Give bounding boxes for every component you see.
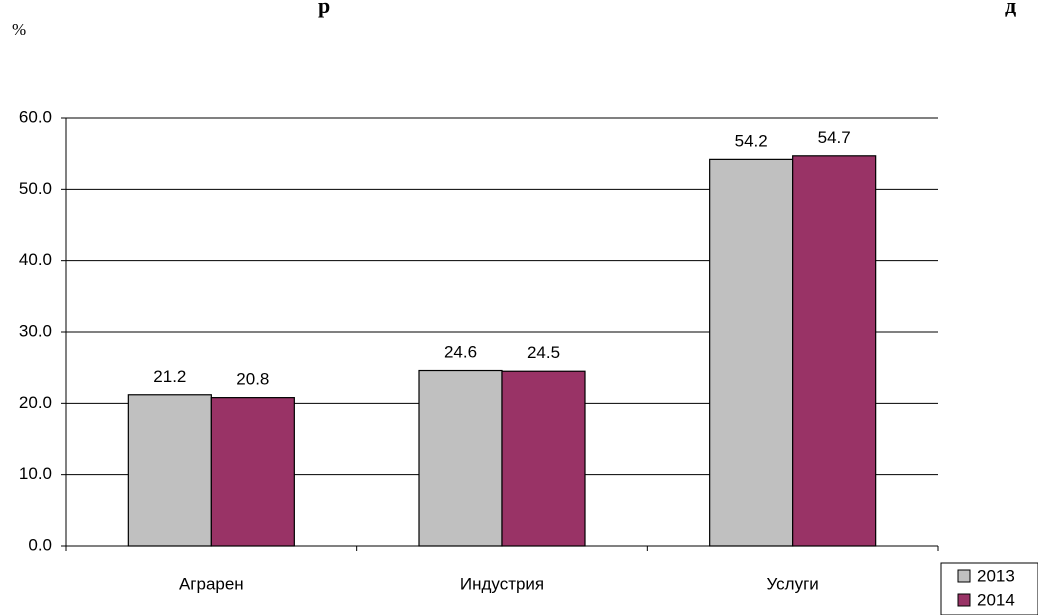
y-tick-label-4: 40.0 <box>19 250 52 269</box>
y-tick-label-1: 10.0 <box>19 464 52 483</box>
legend-frame <box>940 562 1038 615</box>
data-label-2013-1: 24.6 <box>444 343 477 362</box>
data-label-2014-1: 24.5 <box>527 343 560 362</box>
bar-2014-1 <box>501 370 586 547</box>
y-tick-labels: 0.0 10.0 20.0 30.0 40.0 50.0 60.0 <box>19 107 52 554</box>
y-tick-label-2: 20.0 <box>19 393 52 412</box>
legend: 2013 2014 <box>940 562 1038 615</box>
y-tick-label-5: 50.0 <box>19 179 52 198</box>
chart-title-fragment-left: р <box>318 0 330 18</box>
data-label-2013-0: 21.2 <box>153 367 186 386</box>
category-label-2: Услуги <box>767 574 819 593</box>
category-labels: Аграрен Индустрия Услуги <box>179 574 819 593</box>
data-label-2013-2: 54.2 <box>735 131 768 150</box>
chart-title-fragment-right: д <box>1005 0 1016 18</box>
y-tick-label-6: 60.0 <box>19 107 52 126</box>
legend-label-2013: 2013 <box>977 566 1015 585</box>
data-labels: 21.2 20.8 24.6 24.5 54.2 54.7 <box>153 128 850 389</box>
unit-label: % <box>12 20 26 39</box>
legend-label-2014: 2014 <box>977 590 1015 609</box>
bar-2014-2 <box>792 155 877 547</box>
y-tick-label-0: 0.0 <box>28 535 52 554</box>
bar-2013-2 <box>709 158 794 547</box>
category-label-0: Аграрен <box>179 574 244 593</box>
y-tick-label-3: 30.0 <box>19 321 52 340</box>
legend-swatch-2014 <box>957 593 971 607</box>
bar-2013-1 <box>418 369 503 547</box>
legend-swatch-2013 <box>957 569 971 583</box>
data-label-2014-0: 20.8 <box>236 370 269 389</box>
bar-2013-0 <box>127 394 212 547</box>
bar-2014-0 <box>210 397 295 547</box>
data-label-2014-2: 54.7 <box>818 128 851 147</box>
bars <box>127 155 877 547</box>
category-label-1: Индустрия <box>460 574 544 593</box>
